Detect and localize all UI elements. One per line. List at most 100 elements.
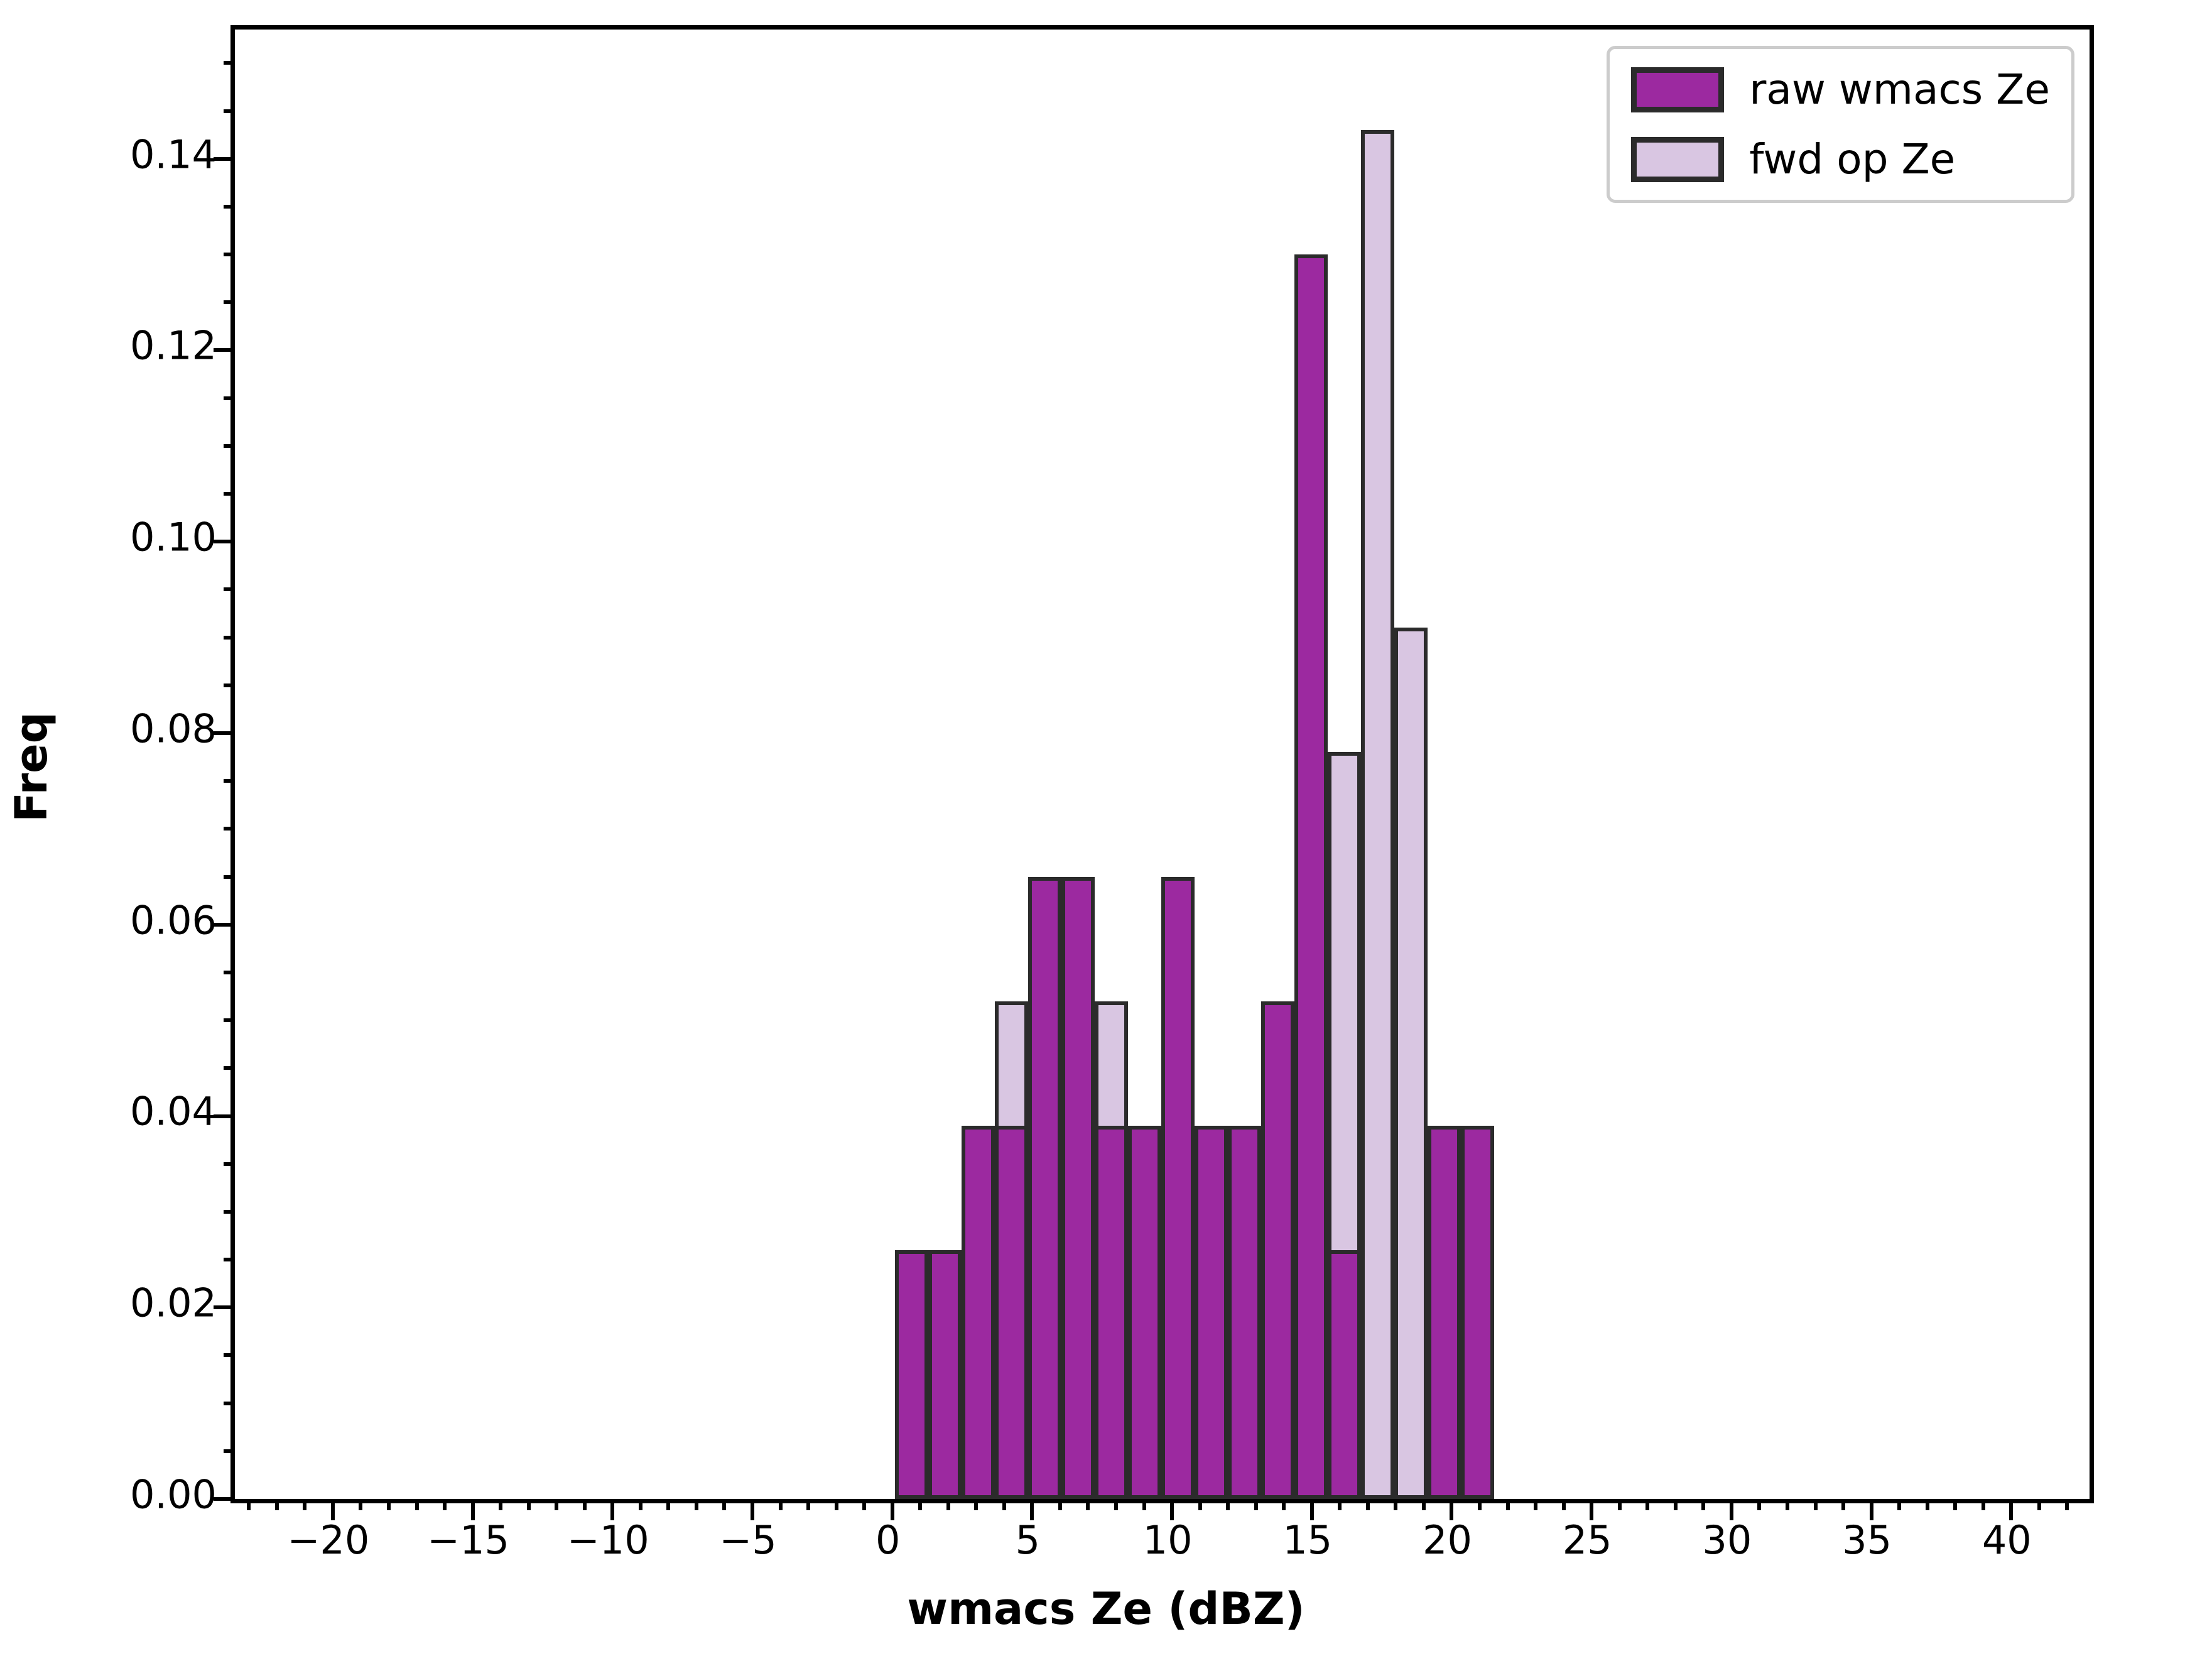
histogram-bar [1361,130,1395,1499]
x-tick-minor [974,1499,979,1510]
x-tick-minor [386,1499,391,1510]
x-tick-minor [1394,1499,1398,1510]
x-tick-minor [1757,1499,1762,1510]
y-tick-major [214,348,235,352]
histogram-bar [1061,876,1095,1499]
y-tick-minor [224,874,235,879]
histogram-bar [1228,1125,1262,1499]
y-tick-minor [224,61,235,65]
x-tick-minor [247,1499,251,1510]
x-tick-minor [1673,1499,1678,1510]
histogram-bar [1161,876,1195,1499]
x-tick-minor [443,1499,447,1510]
y-tick-label: 0.06 [129,897,217,944]
y-tick-minor [224,1066,235,1070]
x-tick-minor [303,1499,307,1510]
x-tick-minor [1534,1499,1538,1510]
histogram-bar [1028,876,1062,1499]
y-tick-minor [224,970,235,974]
y-tick-major [214,1497,235,1501]
x-tick-label: 5 [1015,1517,1041,1563]
x-tick-minor [1058,1499,1062,1510]
x-tick-minor [1925,1499,1929,1510]
x-tick-minor [1561,1499,1566,1510]
y-tick-minor [224,1018,235,1023]
x-tick-minor [1505,1499,1510,1510]
x-tick-label: 30 [1702,1517,1752,1563]
x-tick-label: 10 [1142,1517,1193,1563]
x-tick-minor [862,1499,867,1510]
x-tick-major [1729,1499,1733,1520]
x-tick-minor [1114,1499,1118,1510]
x-tick-minor [582,1499,587,1510]
x-tick-major [610,1499,615,1520]
x-tick-minor [1785,1499,1789,1510]
x-tick-minor [274,1499,279,1510]
y-tick-label: 0.10 [129,514,217,560]
histogram-bar [995,1125,1029,1499]
y-tick-major [214,1305,235,1310]
x-tick-minor [1338,1499,1342,1510]
x-tick-major [1309,1499,1314,1520]
x-tick-minor [918,1499,923,1510]
x-tick-minor [499,1499,503,1510]
y-tick-minor [224,492,235,496]
y-tick-minor [224,1258,235,1262]
histogram-bar [1195,1125,1228,1499]
y-axis-title: Freq [6,712,57,822]
x-tick-minor [359,1499,363,1510]
x-tick-minor [1254,1499,1258,1510]
y-tick-minor [224,779,235,783]
x-tick-minor [1897,1499,1902,1510]
x-tick-minor [1421,1499,1426,1510]
y-tick-minor [224,1353,235,1358]
x-tick-minor [722,1499,727,1510]
histogram-bar [1394,628,1428,1499]
x-tick-label: 0 [875,1517,901,1563]
y-tick-major [214,156,235,161]
x-tick-minor [2037,1499,2041,1510]
x-tick-minor [778,1499,783,1510]
x-tick-minor [1365,1499,1370,1510]
x-tick-minor [1645,1499,1650,1510]
x-tick-minor [1198,1499,1202,1510]
x-tick-major [1030,1499,1034,1520]
x-tick-minor [694,1499,698,1510]
x-tick-major [1869,1499,1873,1520]
x-tick-minor [555,1499,559,1510]
y-tick-label: 0.04 [129,1088,217,1135]
y-tick-label: 0.08 [129,705,217,752]
y-tick-label: 0.02 [129,1280,217,1326]
x-tick-minor [2065,1499,2069,1510]
x-tick-minor [1617,1499,1622,1510]
x-tick-minor [638,1499,642,1510]
y-tick-major [214,922,235,927]
y-tick-minor [224,587,235,592]
y-tick-minor [224,1401,235,1405]
x-tick-minor [1086,1499,1090,1510]
y-tick-minor [224,396,235,400]
x-tick-label: 20 [1423,1517,1472,1563]
y-tick-label: 0.00 [129,1471,217,1518]
x-tick-minor [1981,1499,1985,1510]
histogram-bar [1328,1250,1362,1499]
legend-item-raw: raw wmacs Ze [1631,65,2050,114]
x-tick-major [1450,1499,1454,1520]
x-tick-major [330,1499,335,1520]
histogram-bar [928,1250,962,1499]
histogram-bar [962,1125,995,1499]
histogram-bar [895,1250,929,1499]
x-tick-label: 15 [1282,1517,1333,1563]
legend-label-fwd: fwd op Ze [1749,135,1956,183]
histogram-bar [1294,254,1328,1499]
x-tick-major [1590,1499,1594,1520]
x-tick-minor [834,1499,838,1510]
x-tick-label: 25 [1562,1517,1612,1563]
x-tick-minor [1953,1499,1958,1510]
legend-item-fwd: fwd op Ze [1631,135,2050,183]
legend-label-raw: raw wmacs Ze [1749,65,2050,114]
y-tick-minor [224,827,235,831]
chart-legend: raw wmacs Ze fwd op Ze [1607,46,2074,203]
y-tick-minor [224,204,235,209]
